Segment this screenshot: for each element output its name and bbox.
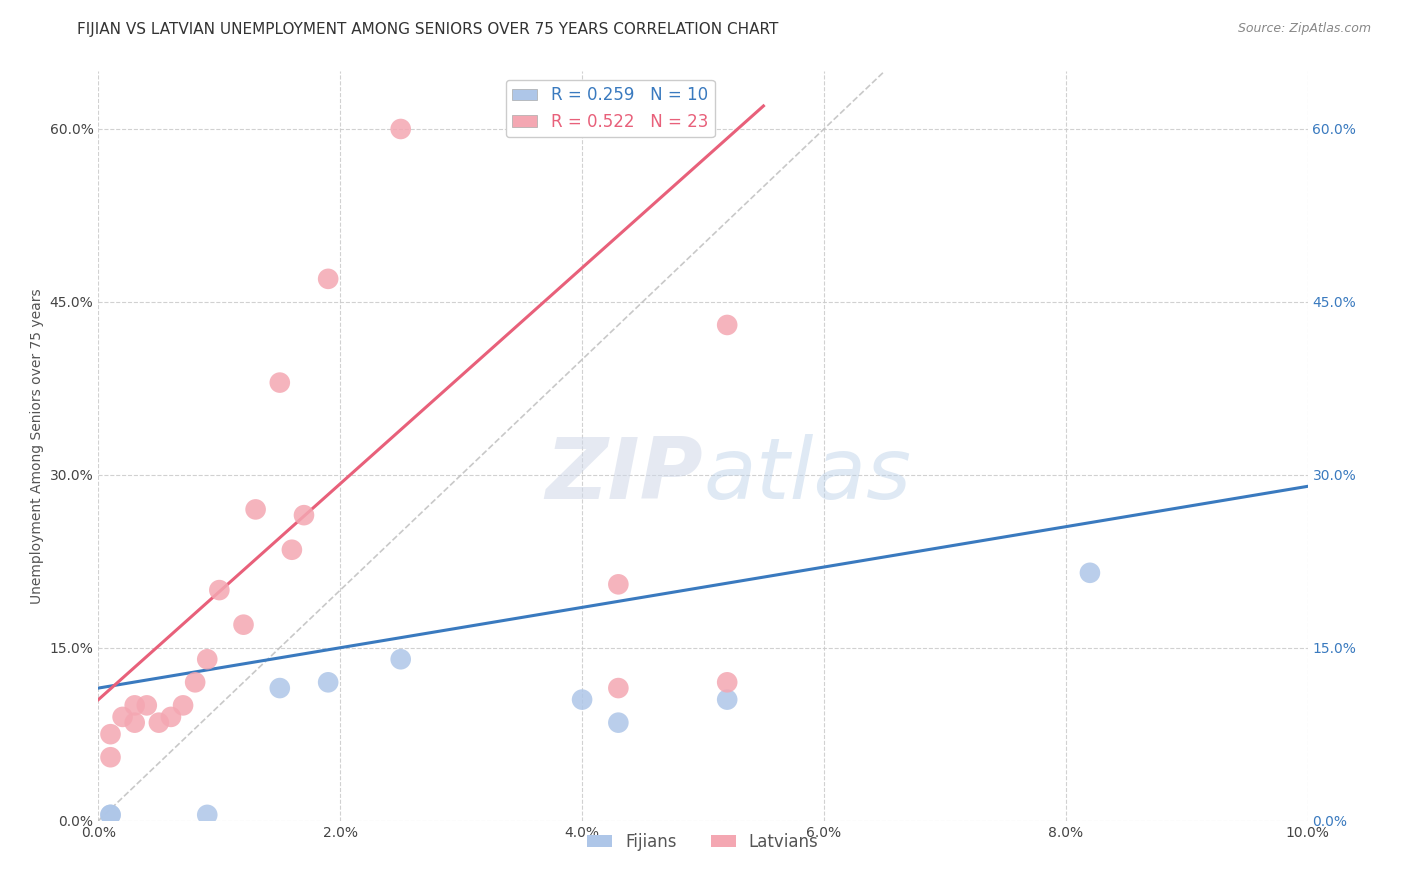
Text: atlas: atlas (703, 434, 911, 517)
Text: FIJIAN VS LATVIAN UNEMPLOYMENT AMONG SENIORS OVER 75 YEARS CORRELATION CHART: FIJIAN VS LATVIAN UNEMPLOYMENT AMONG SEN… (77, 22, 779, 37)
Point (135, 698, 157, 713)
Point (316, 675, 339, 690)
Point (269, 376, 291, 390)
Point (184, 675, 207, 690)
Point (316, 272, 339, 286)
Point (716, 692, 738, 706)
Point (1078, 566, 1101, 580)
Point (100, 808, 122, 822)
Point (124, 698, 146, 713)
Point (571, 692, 593, 706)
Point (607, 715, 630, 730)
Point (195, 808, 218, 822)
Point (195, 652, 218, 666)
Point (100, 750, 122, 764)
Text: Source: ZipAtlas.com: Source: ZipAtlas.com (1237, 22, 1371, 36)
Point (389, 122, 412, 136)
Point (716, 318, 738, 332)
Point (232, 617, 254, 632)
Point (100, 808, 122, 822)
Point (607, 681, 630, 695)
Point (124, 715, 146, 730)
Point (100, 727, 122, 741)
Point (111, 710, 134, 724)
Point (281, 542, 304, 557)
Point (208, 583, 231, 598)
Point (148, 715, 170, 730)
Point (389, 652, 412, 666)
Point (292, 508, 315, 523)
Point (607, 577, 630, 591)
Point (245, 502, 267, 516)
Point (269, 681, 291, 695)
Legend: Fijians, Latvians: Fijians, Latvians (581, 826, 825, 857)
Point (160, 710, 183, 724)
Y-axis label: Unemployment Among Seniors over 75 years: Unemployment Among Seniors over 75 years (30, 288, 44, 604)
Point (172, 698, 194, 713)
Point (716, 675, 738, 690)
Text: ZIP: ZIP (546, 434, 703, 517)
